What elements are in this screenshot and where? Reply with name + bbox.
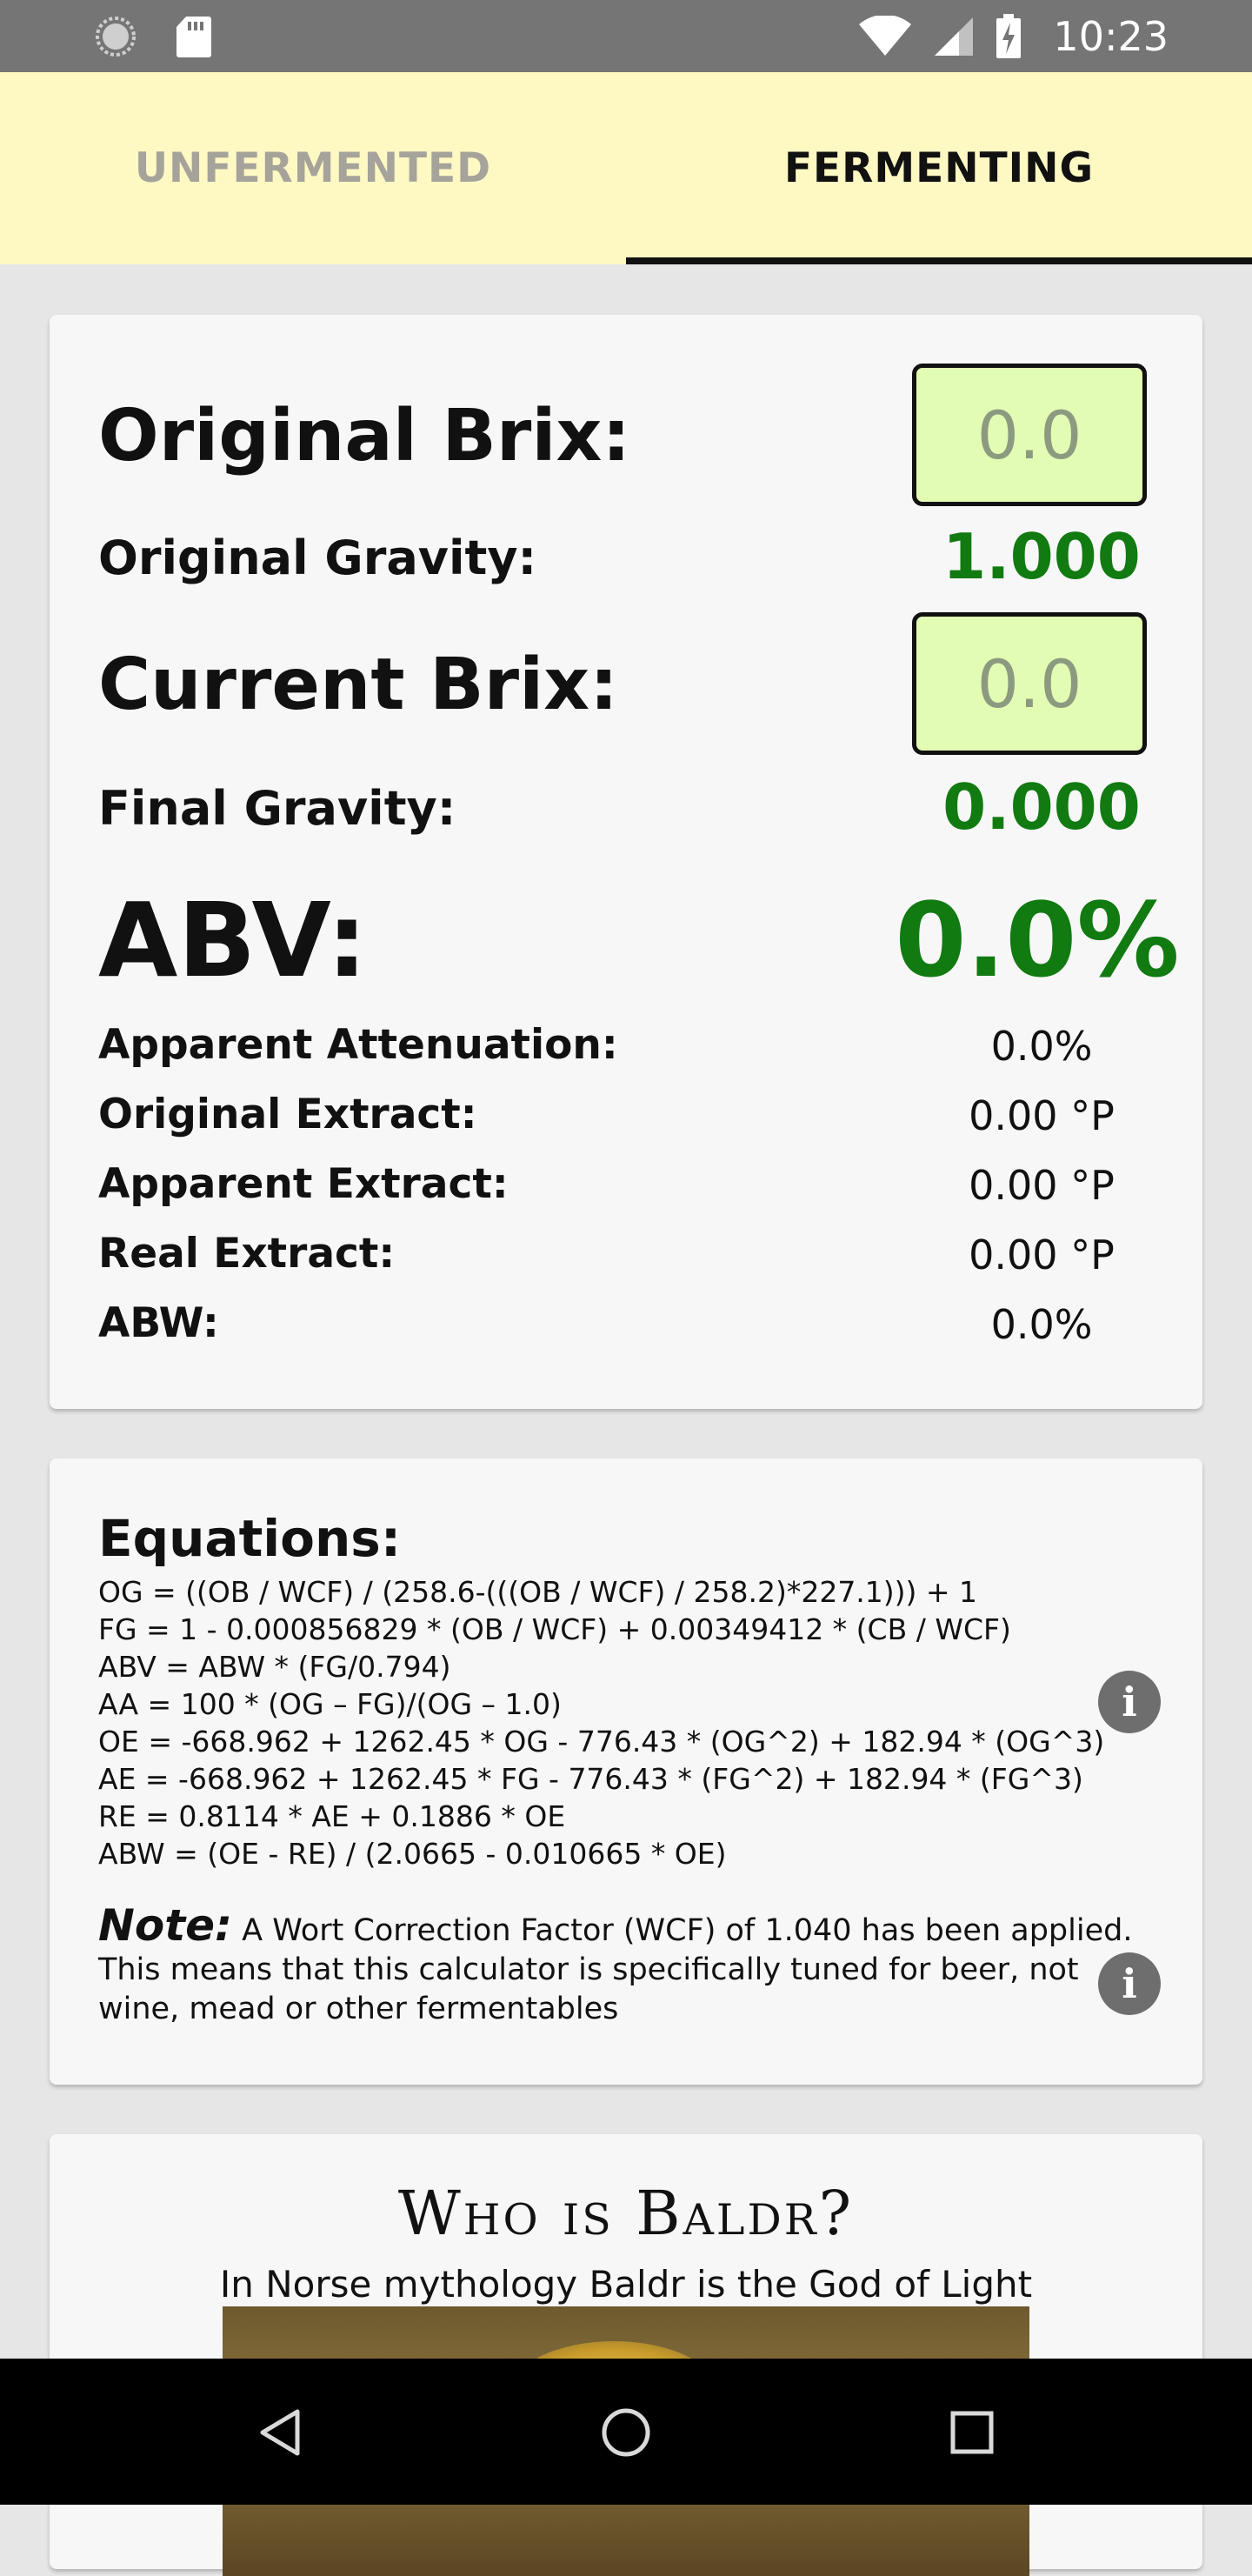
wcf-note: Note: A Wort Correction Factor (WCF) of … (98, 1904, 1133, 2029)
apparent-attenuation-value: 0.0% (990, 1023, 1093, 1070)
final-gravity-value: 0.000 (942, 771, 1141, 844)
battery-charging-icon (996, 14, 1022, 58)
tab-selected-indicator (626, 257, 1252, 264)
recents-button[interactable] (933, 2393, 1011, 2472)
current-brix-label: Current Brix: (98, 644, 618, 726)
equation-line: AA = 100 * (OG – FG)/(OG – 1.0) (98, 1687, 562, 1721)
clock: 10:23 (1053, 13, 1169, 60)
tab-fermenting[interactable]: FERMENTING (783, 144, 1095, 192)
equation-line: FG = 1 - 0.000856829 * (OB / WCF) + 0.00… (98, 1612, 1011, 1646)
real-extract-value: 0.00 °P (969, 1231, 1115, 1278)
equations-list: OG = ((OB / WCF) / (258.6-(((OB / WCF) /… (98, 1573, 1104, 1872)
equation-line: RE = 0.8114 * AE + 0.1886 * OE (98, 1799, 566, 1833)
real-extract-label: Real Extract: (98, 1230, 396, 1278)
current-brix-input[interactable] (912, 612, 1147, 755)
abv-label: ABV: (98, 880, 368, 1000)
baldr-title: Who is Baldr? (397, 2178, 855, 2249)
equation-line: OG = ((OB / WCF) / (258.6-(((OB / WCF) /… (98, 1575, 978, 1609)
note-info-icon[interactable]: i (1098, 1952, 1161, 2015)
apparent-attenuation-label: Apparent Attenuation: (98, 1021, 618, 1069)
original-extract-value: 0.00 °P (969, 1092, 1115, 1139)
original-gravity-value: 1.000 (942, 520, 1141, 593)
abv-value: 0.0% (895, 880, 1180, 1000)
equations-card: Equations: OG = ((OB / WCF) / (258.6-(((… (50, 1458, 1202, 2085)
equation-line: ABW = (OE - RE) / (2.0665 - 0.010665 * O… (98, 1837, 727, 1871)
status-left-icons (94, 14, 212, 59)
abw-label: ABW: (98, 1299, 219, 1347)
equations-title: Equations: (98, 1509, 402, 1568)
equation-line: ABV = ABW * (FG/0.794) (98, 1650, 451, 1684)
final-gravity-label: Final Gravity: (98, 781, 456, 836)
status-right-icons: 10:23 (858, 10, 1169, 63)
equation-line: AE = -668.962 + 1262.45 * FG - 776.43 * … (98, 1762, 1083, 1796)
navigation-bar (0, 2359, 1252, 2505)
equation-line: OE = -668.962 + 1262.45 * OG - 776.43 * … (98, 1725, 1105, 1758)
recents-square-icon (950, 2411, 994, 2454)
signal-icon (935, 17, 974, 56)
note-text: A Wort Correction Factor (WCF) of 1.040 … (98, 1913, 1133, 2026)
circle-status-icon (96, 17, 136, 57)
status-bar: 10:23 (0, 0, 1252, 72)
note-label: Note: (98, 1900, 233, 1951)
calculator-card: Original Brix: Original Gravity: 1.000 C… (50, 315, 1202, 1409)
home-button[interactable] (587, 2393, 665, 2472)
apparent-extract-value: 0.00 °P (969, 1162, 1115, 1209)
equations-info-icon[interactable]: i (1098, 1671, 1161, 1733)
abw-value: 0.0% (990, 1301, 1093, 1348)
original-brix-label: Original Brix: (98, 395, 631, 477)
tab-bar: UNFERMENTED FERMENTING (0, 72, 1252, 264)
tab-unfermented[interactable]: UNFERMENTED (134, 144, 492, 192)
original-brix-input[interactable] (912, 364, 1147, 506)
back-button[interactable] (241, 2393, 319, 2472)
home-circle-icon (602, 2408, 650, 2457)
wifi-icon (859, 16, 912, 56)
baldr-subtitle: In Norse mythology Baldr is the God of L… (219, 2263, 1033, 2306)
original-extract-label: Original Extract: (98, 1091, 477, 1138)
apparent-extract-label: Apparent Extract: (98, 1160, 509, 1208)
sd-card-icon (176, 17, 211, 57)
original-gravity-label: Original Gravity: (98, 531, 537, 585)
back-triangle-icon (260, 2409, 300, 2456)
